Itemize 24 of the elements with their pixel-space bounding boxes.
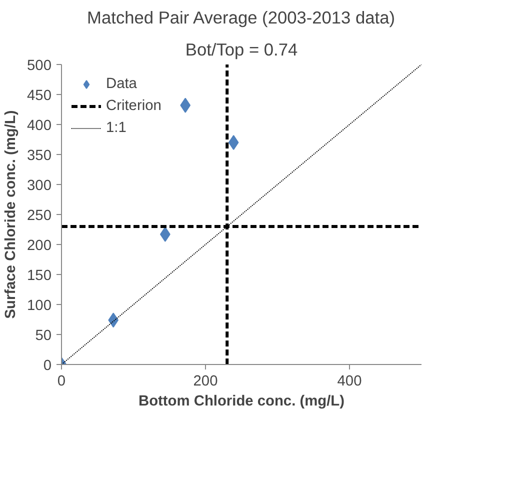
y-tick-label: 100 (27, 298, 52, 314)
y-tick-label: 200 (27, 238, 52, 254)
y-tick-label: 450 (27, 88, 52, 104)
point (108, 312, 119, 328)
point (228, 135, 239, 150)
legend-label: Data (106, 76, 137, 92)
y-tick-label: 350 (27, 148, 52, 164)
legend-label: 1:1 (106, 120, 126, 136)
legend-label: Criterion (106, 98, 162, 114)
x-tick-label: 0 (57, 374, 66, 390)
x-tick-label: 400 (337, 374, 362, 390)
point (180, 98, 191, 113)
y-tick-label: 150 (27, 268, 52, 284)
y-tick-label: 500 (27, 58, 52, 74)
y-tick-label: 0 (43, 358, 52, 374)
x-tick-label: 200 (193, 374, 218, 390)
x-axis-title: Bottom Chloride conc. (mg/L) (138, 394, 345, 410)
y-tick-label: 400 (27, 118, 52, 134)
y-tick-label: 300 (27, 178, 52, 194)
chart-subtitle: Bot/Top = 0.74 (185, 40, 298, 60)
y-tick-label: 250 (27, 208, 52, 224)
chart-title: Matched Pair Average (2003-2013 data) (87, 8, 396, 28)
y-tick-label: 50 (35, 328, 52, 344)
y-axis-title: Surface Chloride conc. (mg/L) (3, 110, 20, 319)
